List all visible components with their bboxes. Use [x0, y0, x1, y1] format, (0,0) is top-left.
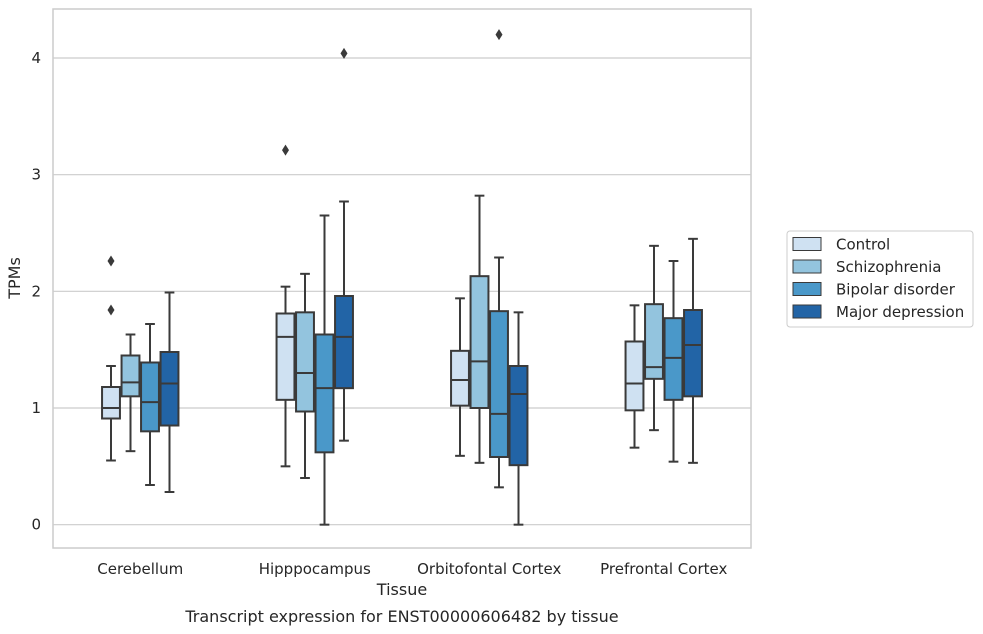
legend-swatch: [792, 282, 822, 296]
box-iqr: [120, 354, 141, 398]
box-0-2: [450, 297, 470, 457]
box-iqr: [275, 312, 296, 401]
box-iqr: [644, 303, 664, 380]
box-iqr: [314, 333, 335, 454]
legend-label: Bipolar disorder: [836, 281, 956, 299]
y-tick-label: 1: [31, 399, 41, 417]
legend-label: Major depression: [836, 303, 964, 321]
box-iqr: [489, 310, 509, 458]
box-1-2: [469, 194, 490, 464]
x-tick-label: Hipppocampus: [259, 560, 371, 578]
x-tick-labels: Cerebellum Hipppocampus Orbitofontal Corte…: [97, 560, 727, 578]
y-tick-label: 3: [31, 166, 41, 184]
box-iqr: [159, 351, 180, 427]
box-groups: [101, 29, 703, 526]
legend: Control Schizophrenia Bipolar disorder Majo…: [786, 230, 974, 328]
box-iqr: [295, 311, 315, 413]
box-1-1: [295, 272, 315, 479]
box-iqr: [683, 309, 703, 398]
box-2-2: [489, 29, 509, 489]
legend-swatch: [792, 237, 822, 251]
x-tick-label: Cerebellum: [97, 560, 183, 578]
box-iqr: [508, 365, 529, 467]
box-iqr: [450, 349, 470, 407]
outlier-point: [340, 47, 348, 59]
box-3-3: [683, 237, 703, 464]
legend-swatch: [792, 259, 822, 274]
box-2-3: [663, 260, 684, 463]
box-3-1: [334, 47, 354, 442]
x-tick-label: Orbitofontal Cortex: [417, 560, 561, 578]
box-1-0: [120, 333, 141, 453]
legend-label: Control: [836, 236, 890, 254]
x-tick-label: Prefrontal Cortex: [600, 560, 727, 578]
outlier-point: [107, 255, 115, 267]
legend-swatch: [792, 304, 822, 319]
box-iqr: [101, 386, 121, 420]
plot-frame: [52, 8, 752, 549]
chart-caption: Transcript expression for ENST0000060648…: [184, 607, 618, 626]
box-2-1: [314, 214, 335, 526]
box-3-0: [159, 291, 180, 493]
box-iqr: [140, 361, 160, 433]
outlier-point: [495, 29, 503, 41]
y-tick-label: 2: [31, 282, 41, 300]
y-tick-labels: 0 1 2 3 4: [31, 49, 41, 534]
box-iqr: [469, 275, 490, 409]
box-3-2: [508, 311, 529, 526]
box-0-3: [624, 304, 645, 449]
grid-lines: [53, 57, 751, 526]
box-1-3: [644, 244, 664, 432]
y-axis-label: TPMs: [5, 257, 24, 300]
outlier-point: [282, 144, 289, 156]
box-iqr: [334, 295, 354, 390]
y-tick-label: 0: [31, 516, 41, 534]
box-iqr: [624, 340, 645, 412]
box-iqr: [663, 317, 684, 401]
legend-label: Schizophrenia: [836, 258, 941, 276]
legend-frame: [786, 230, 974, 328]
box-0-0: [101, 255, 121, 462]
box-2-0: [140, 323, 160, 486]
box-0-1: [275, 144, 296, 468]
y-tick-label: 4: [31, 49, 41, 67]
x-axis-label: Tissue: [376, 580, 427, 599]
outlier-point: [107, 304, 115, 316]
